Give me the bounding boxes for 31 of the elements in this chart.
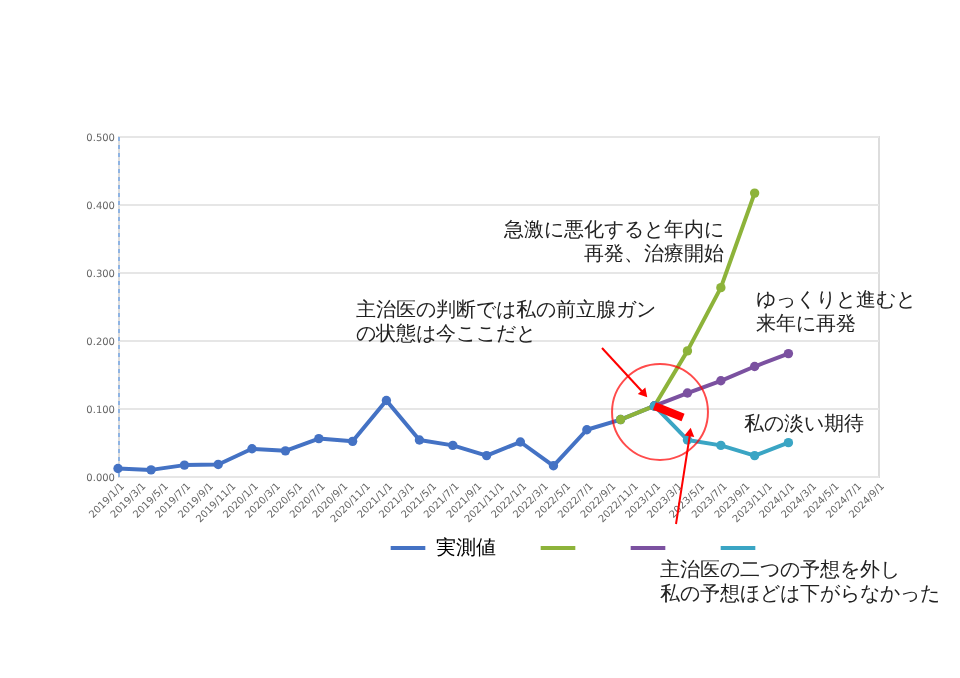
point — [247, 444, 257, 454]
point — [783, 438, 794, 448]
annotation: 急激に悪化すると年内に再発、治療開始 — [502, 218, 724, 266]
point — [280, 446, 291, 456]
point — [749, 450, 760, 461]
text: 主治医の二つの予想を外し私の予想ほどは下がらなかった — [660, 558, 940, 606]
point — [314, 433, 324, 444]
point — [716, 282, 726, 293]
point — [548, 461, 559, 471]
point — [481, 450, 492, 461]
annotation: 私の淡い期待 — [744, 412, 864, 436]
point — [783, 348, 794, 359]
point — [716, 440, 726, 451]
point — [749, 188, 760, 198]
point — [582, 425, 592, 435]
point — [414, 435, 425, 445]
point — [213, 459, 223, 470]
point — [716, 376, 726, 386]
annotation: 主治医の判断では私の前立腺ガンの状態は今ここだと — [356, 298, 656, 346]
point — [749, 361, 760, 372]
point — [381, 395, 392, 406]
point — [515, 437, 526, 447]
point — [682, 388, 693, 398]
legend-label: 実測値 — [436, 536, 496, 560]
annotation: ゆっくりと進むと来年に再発 — [756, 288, 916, 336]
point — [146, 465, 156, 475]
point — [113, 463, 123, 474]
point — [179, 460, 190, 470]
point — [347, 436, 358, 446]
point — [682, 346, 693, 356]
point — [448, 440, 458, 451]
